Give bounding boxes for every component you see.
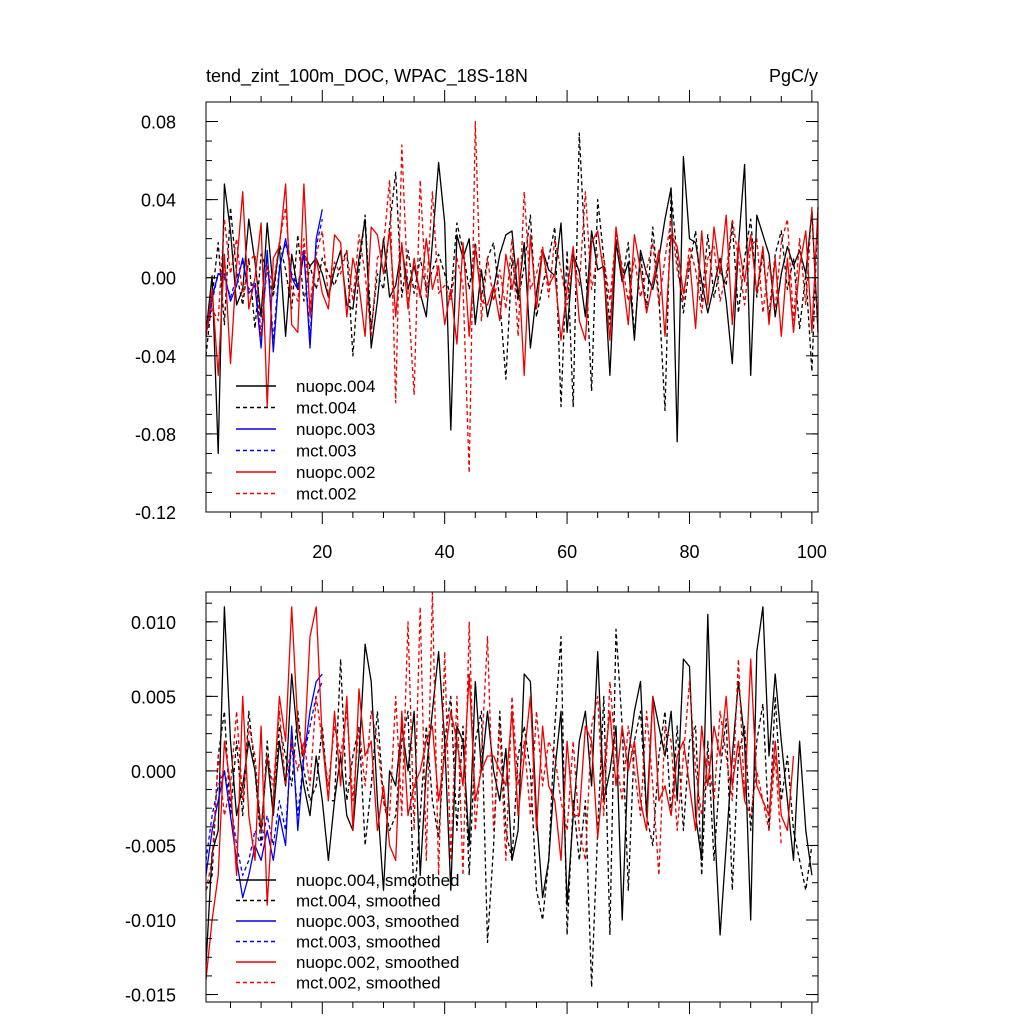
legend-label: mct.003, smoothed <box>296 933 441 952</box>
y-tick-label: 0.00 <box>141 269 176 289</box>
series-line-nuopc-004-smoothed <box>205 606 813 965</box>
y-tick-label: 0.08 <box>141 113 176 133</box>
bottom-plot-frame <box>205 591 819 1003</box>
y-tick-label: 0.000 <box>131 762 176 782</box>
legend-label: mct.003 <box>296 442 356 461</box>
y-tick-label: -0.08 <box>135 425 176 445</box>
x-tick-label: 100 <box>797 542 827 562</box>
legend-label: mct.004, smoothed <box>296 892 441 911</box>
legend-label: nuopc.003, smoothed <box>296 912 460 931</box>
top-series-layer <box>205 120 819 474</box>
legend-label: mct.004 <box>296 399 356 418</box>
legend-label: mct.002 <box>296 485 356 504</box>
series-line-mct-002-smoothed <box>205 591 782 891</box>
series-line-nuopc-002-smoothed <box>205 606 795 980</box>
top-plot-frame <box>205 101 819 513</box>
bottom-panel: 0.010 0.005 0.000 -0.005 -0.010 -0.015 nuopc.… <box>125 580 819 1014</box>
y-tick-label: -0.015 <box>125 986 176 1006</box>
y-tick-label: -0.04 <box>135 347 176 367</box>
legend-label: nuopc.004, smoothed <box>296 871 460 890</box>
bottom-axes: 0.010 0.005 0.000 -0.005 -0.010 -0.015 <box>125 580 818 1014</box>
legend-label: nuopc.002 <box>296 463 375 482</box>
series-line-mct-004 <box>205 132 819 412</box>
chart-title: tend_zint_100m_DOC, WPAC_18S-18N <box>206 66 528 87</box>
y-tick-label: -0.12 <box>135 503 176 523</box>
y-tick-label: -0.010 <box>125 911 176 931</box>
legend-label: mct.002, smoothed <box>296 974 441 993</box>
x-tick-label: 80 <box>679 542 699 562</box>
y-tick-label: 0.04 <box>141 191 176 211</box>
top-panel: tend_zint_100m_DOC, WPAC_18S-18N PgC/y 0… <box>135 66 827 562</box>
series-line-nuopc-002 <box>205 183 819 408</box>
bottom-series-layer <box>205 591 813 988</box>
legend-label: nuopc.004 <box>296 377 375 396</box>
legend-label: nuopc.002, smoothed <box>296 953 460 972</box>
top-axes: 0.08 0.04 0.00 -0.04 -0.08 -0.12 20 40 60 80 100 <box>135 90 827 562</box>
x-tick-label: 40 <box>435 542 455 562</box>
x-tick-label: 20 <box>312 542 332 562</box>
units-label: PgC/y <box>769 66 818 86</box>
y-tick-label: 0.010 <box>131 613 176 633</box>
series-line-mct-004-smoothed <box>205 628 813 988</box>
y-tick-label: -0.005 <box>125 836 176 856</box>
top-legend: nuopc.004 mct.004 nuopc.003 mct.003 nuopc.00… <box>236 377 375 504</box>
y-tick-label: 0.005 <box>131 687 176 707</box>
x-tick-label: 60 <box>557 542 577 562</box>
legend-label: nuopc.003 <box>296 420 375 439</box>
